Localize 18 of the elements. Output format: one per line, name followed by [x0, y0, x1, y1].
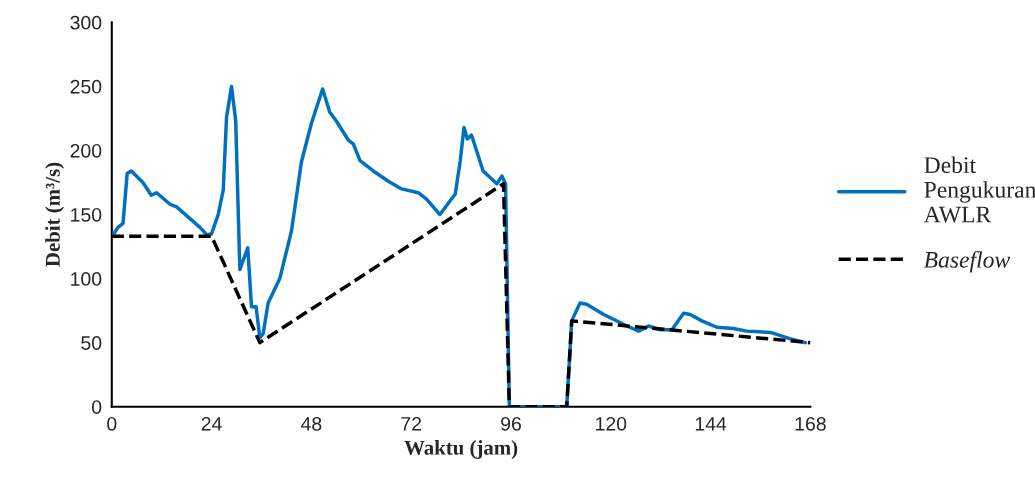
x-tick-label: 96 [501, 416, 521, 431]
legend-label: Baseflow [923, 250, 1011, 273]
x-tick-label: 72 [401, 416, 422, 431]
y-tick-label: 150 [71, 207, 102, 222]
x-tick-label: 0 [107, 416, 117, 431]
x-tick-label: 24 [201, 416, 222, 431]
y-axis-title: Debit (m³/s) [45, 162, 65, 267]
y-tick-label: 50 [81, 336, 102, 350]
y-tick-label: 100 [71, 272, 102, 286]
x-tick-label: 120 [596, 416, 627, 431]
y-tick-label: 200 [70, 143, 102, 158]
x-axis-title: Waktu (jam) [404, 440, 518, 460]
x-tick-label: 144 [695, 417, 727, 431]
y-tick-label: 300 [70, 15, 102, 30]
y-tick-label: 0 [92, 400, 102, 414]
y-tick-label: 250 [70, 79, 102, 94]
x-tick-label: 168 [795, 416, 826, 431]
x-tick-label: 48 [301, 416, 322, 431]
